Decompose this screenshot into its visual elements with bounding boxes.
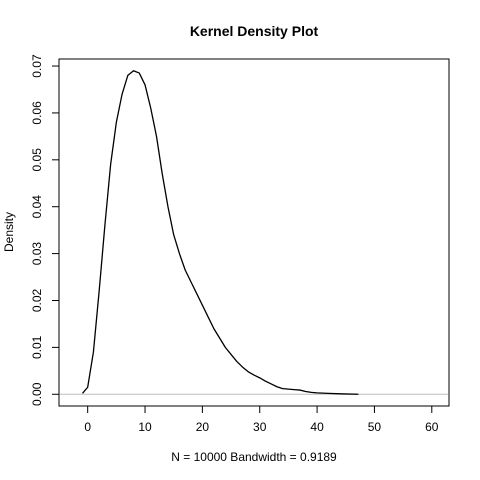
x-tick-label: 20 [196,420,210,434]
y-tick-label: 0.01 [30,335,44,359]
x-axis: 0 10 20 30 40 50 60 [84,405,439,434]
y-tick-label: 0.03 [30,242,44,266]
y-tick-label: 0.02 [30,288,44,312]
x-tick-label: 10 [138,420,152,434]
y-tick-label: 0.00 [30,382,44,406]
y-tick-label: 0.04 [30,195,44,219]
x-tick-label: 40 [310,420,324,434]
x-axis-label: N = 10000 Bandwidth = 0.9189 [171,450,337,464]
x-tick-label: 30 [253,420,267,434]
y-axis: 0.00 0.01 0.02 0.03 0.04 0.05 0.06 0.07 [30,54,60,406]
chart-title: Kernel Density Plot [190,23,319,39]
x-tick-label: 50 [368,420,382,434]
y-tick-label: 0.05 [30,148,44,172]
y-axis-label: Density [2,212,16,252]
y-tick-label: 0.06 [30,101,44,125]
x-tick-label: 60 [425,420,439,434]
y-tick-label: 0.07 [30,54,44,78]
plot-frame [58,58,450,407]
x-tick-label: 0 [84,420,91,434]
density-curve [82,70,359,395]
